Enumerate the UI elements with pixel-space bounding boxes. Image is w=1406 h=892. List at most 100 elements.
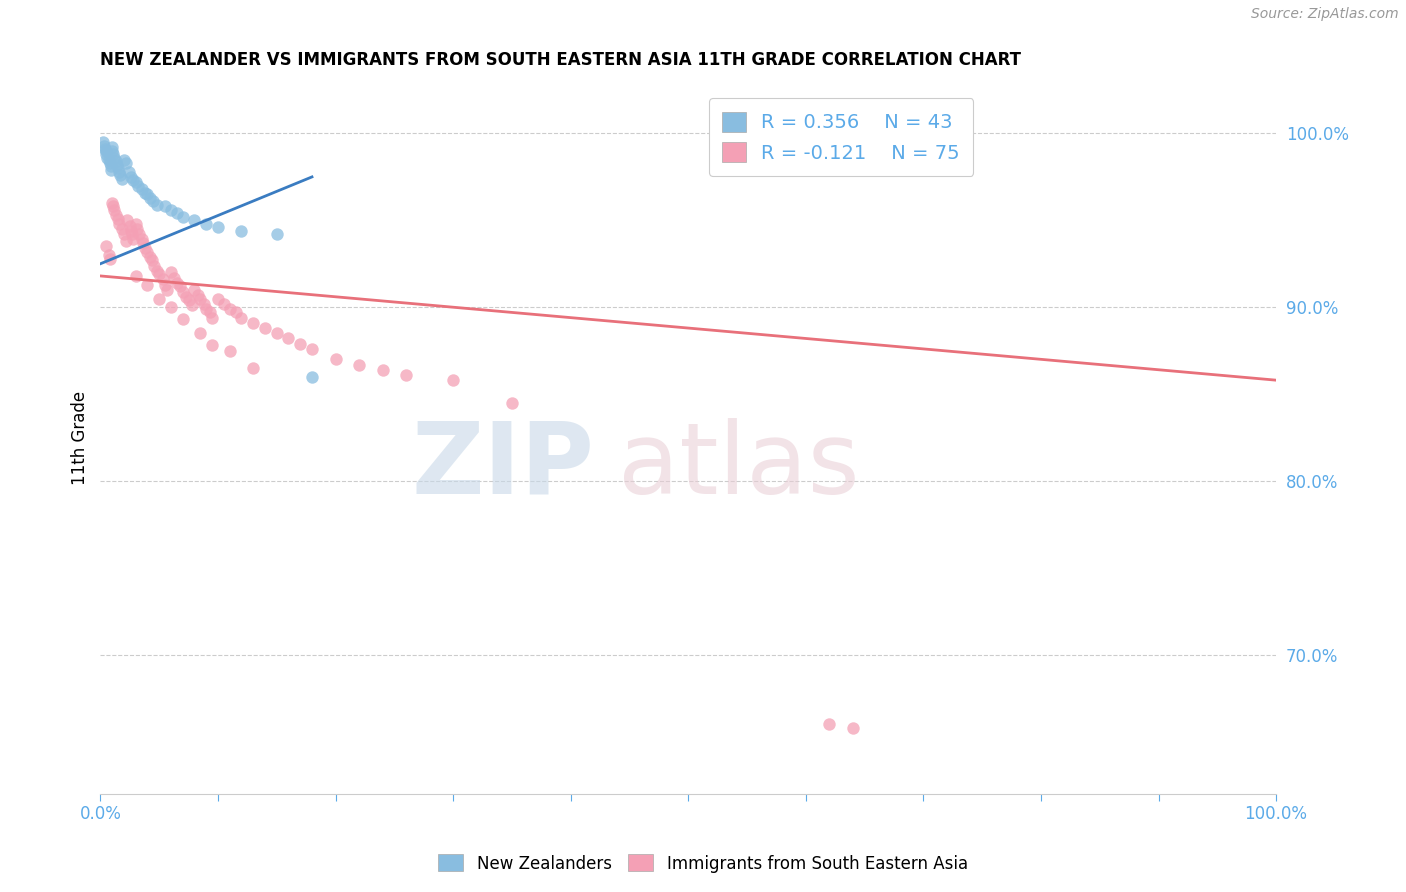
Point — [124, 217, 146, 231]
Point — [100, 163, 122, 178]
Point — [138, 191, 160, 205]
Point — [195, 217, 218, 231]
Point — [188, 326, 211, 341]
Point — [131, 182, 153, 196]
Point — [107, 211, 129, 226]
Point — [124, 268, 146, 283]
Point — [101, 144, 124, 158]
Point — [231, 224, 253, 238]
Point — [108, 217, 131, 231]
Point — [136, 244, 159, 259]
Point — [818, 717, 841, 731]
Point — [136, 277, 159, 292]
Point — [842, 721, 865, 735]
Point — [96, 147, 118, 161]
Point — [100, 160, 122, 174]
Point — [107, 161, 129, 176]
Point — [266, 326, 288, 341]
Point — [201, 310, 224, 325]
Point — [172, 312, 194, 326]
Point — [347, 358, 370, 372]
Point — [112, 153, 135, 167]
Point — [371, 363, 394, 377]
Point — [104, 208, 127, 222]
Point — [141, 253, 163, 268]
Point — [121, 227, 143, 242]
Point — [131, 232, 153, 246]
Point — [160, 202, 183, 217]
Point — [103, 151, 125, 165]
Point — [115, 234, 138, 248]
Legend: R = 0.356    N = 43, R = -0.121    N = 75: R = 0.356 N = 43, R = -0.121 N = 75 — [709, 98, 973, 177]
Point — [142, 194, 165, 209]
Point — [94, 142, 117, 156]
Point — [148, 267, 170, 281]
Point — [104, 154, 127, 169]
Point — [101, 140, 124, 154]
Point — [127, 178, 149, 193]
Point — [103, 199, 125, 213]
Text: atlas: atlas — [617, 417, 859, 515]
Text: NEW ZEALANDER VS IMMIGRANTS FROM SOUTH EASTERN ASIA 11TH GRADE CORRELATION CHART: NEW ZEALANDER VS IMMIGRANTS FROM SOUTH E… — [100, 51, 1021, 69]
Point — [134, 241, 156, 255]
Point — [163, 270, 186, 285]
Point — [97, 153, 120, 167]
Point — [91, 135, 114, 149]
Point — [103, 202, 125, 217]
Point — [148, 292, 170, 306]
Point — [201, 338, 224, 352]
Point — [395, 368, 418, 382]
Point — [169, 279, 191, 293]
Point — [97, 248, 120, 262]
Text: Source: ZipAtlas.com: Source: ZipAtlas.com — [1251, 7, 1399, 21]
Point — [153, 199, 176, 213]
Point — [195, 301, 218, 316]
Point — [174, 290, 197, 304]
Point — [242, 361, 264, 376]
Point — [98, 156, 121, 170]
Point — [501, 396, 523, 410]
Point — [207, 292, 229, 306]
Point — [136, 187, 159, 202]
Point — [218, 301, 240, 316]
Point — [122, 173, 145, 187]
Point — [120, 169, 142, 184]
Point — [96, 239, 118, 253]
Point — [118, 219, 141, 233]
Point — [124, 175, 146, 189]
Point — [160, 265, 183, 279]
Point — [183, 213, 205, 227]
Point — [105, 158, 128, 172]
Point — [181, 298, 204, 312]
Point — [172, 210, 194, 224]
Point — [212, 297, 235, 311]
Point — [146, 263, 169, 277]
Point — [153, 277, 176, 292]
Point — [110, 222, 132, 236]
Point — [128, 227, 150, 242]
Point — [225, 305, 247, 319]
Point — [152, 272, 174, 286]
Point — [110, 168, 132, 182]
Point — [98, 252, 121, 266]
Point — [177, 293, 200, 308]
Point — [160, 300, 183, 314]
Legend: New Zealanders, Immigrants from South Eastern Asia: New Zealanders, Immigrants from South Ea… — [432, 847, 974, 880]
Point — [112, 227, 135, 242]
Point — [110, 171, 132, 186]
Point — [146, 197, 169, 211]
Text: ZIP: ZIP — [412, 417, 595, 515]
Point — [93, 138, 115, 153]
Point — [193, 297, 215, 311]
Point — [166, 206, 188, 220]
Point — [187, 288, 209, 302]
Point — [325, 352, 347, 367]
Point — [231, 310, 253, 325]
Point — [117, 213, 139, 227]
Point — [301, 369, 323, 384]
Point — [198, 305, 221, 319]
Point — [134, 186, 156, 200]
Point — [117, 164, 139, 178]
Point — [143, 259, 166, 273]
Point — [183, 283, 205, 297]
